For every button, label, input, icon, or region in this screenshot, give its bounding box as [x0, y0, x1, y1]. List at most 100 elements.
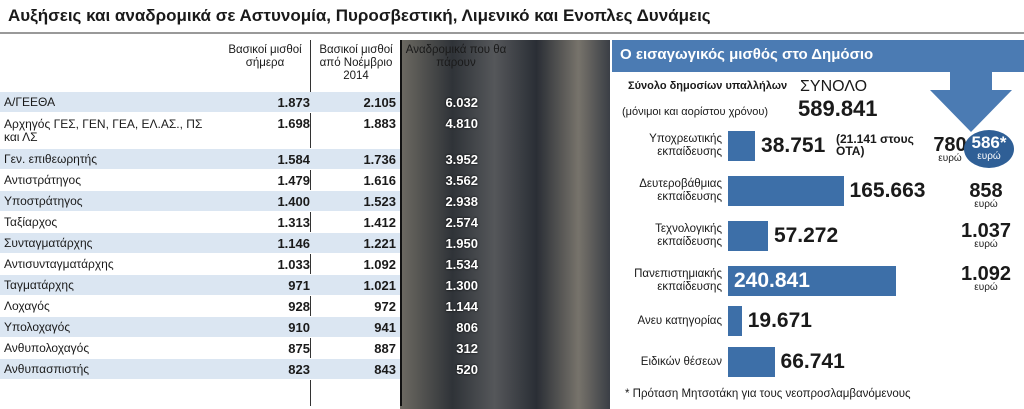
- table-value: 1.479: [277, 173, 310, 188]
- bar: [728, 176, 844, 206]
- table-value: 1.033: [277, 257, 310, 272]
- rank-name: Υπολοχαγός: [4, 320, 71, 334]
- bar: [728, 347, 775, 377]
- rank-name: Αντιστράτηγος: [4, 173, 81, 187]
- column-divider: [310, 40, 311, 406]
- table-value: 887: [374, 341, 396, 356]
- total-value: 589.841: [798, 96, 878, 121]
- salary: 858 ευρώ: [958, 180, 1014, 210]
- footnote: * Πρόταση Μητσοτάκη για τους νεοπροσλαμβ…: [625, 388, 911, 400]
- column-header: Βασικοί μισθοί από Νοέμβριο 2014: [319, 44, 393, 82]
- salary-value: 1.092: [960, 263, 1012, 285]
- value-label: 57.272: [773, 224, 839, 247]
- row-rule: [0, 211, 400, 212]
- rank-name: Ταξίαρχος: [4, 215, 58, 229]
- table-value: 520: [456, 362, 478, 377]
- table-value: 312: [456, 341, 478, 356]
- value-label: 38.751: [761, 134, 826, 157]
- total-note: (μόνιμοι και αορίστου χρόνου): [622, 106, 769, 118]
- table-value: 1.616: [363, 173, 396, 188]
- rank-name: Υποστράτηγος: [4, 194, 83, 208]
- table-value: 1.873: [277, 95, 310, 110]
- rank-name: Ταγματάρχης: [4, 278, 74, 292]
- title-rule: [0, 32, 1024, 34]
- table-value: 3.562: [445, 173, 478, 188]
- category-label: Ανευ κατηγορίας: [637, 314, 722, 327]
- bar: [728, 306, 742, 336]
- rank-name: Συνταγματάρχης: [4, 236, 93, 250]
- rank-name: Ανθυπολοχαγός: [4, 341, 90, 355]
- row-rule: [0, 112, 400, 113]
- row-rule: [0, 358, 400, 359]
- row-rule: [0, 274, 400, 275]
- salary: 780 ευρώ: [922, 135, 978, 164]
- category-label: Τεχνολογικής εκπαίδευσης: [655, 223, 722, 248]
- table-value: 972: [374, 299, 396, 314]
- row-rule: [0, 190, 400, 191]
- table-value: 1.950: [445, 236, 478, 251]
- table-value: 843: [374, 362, 396, 377]
- row-stripe: [0, 92, 400, 113]
- table-value: 1.584: [277, 152, 310, 167]
- annotation: (21.141 στους ΟΤΑ): [836, 132, 914, 158]
- row-stripe: [0, 191, 400, 212]
- rank-name: Γεν. επιθεωρητής: [4, 152, 98, 166]
- salary-unit: ευρώ: [938, 153, 962, 164]
- row-rule: [0, 295, 400, 296]
- table-value: 2.574: [445, 215, 478, 230]
- salary: 1.037 ευρώ: [958, 220, 1014, 250]
- value-label: 66.741: [780, 350, 845, 373]
- rank-name: Α/ΓΕΕΘΑ: [4, 95, 56, 109]
- row-rule: [0, 253, 400, 254]
- row-stripe: [0, 275, 400, 296]
- bar: [728, 266, 896, 296]
- salary-value: 586*: [971, 133, 1007, 152]
- arrow-shape: [930, 40, 1012, 132]
- column-header: Αναδρομικά που θα πάρουν: [405, 44, 507, 69]
- table-value: 6.032: [445, 95, 478, 110]
- row-rule: [0, 337, 400, 338]
- salary-value: 1.037: [960, 220, 1012, 242]
- table-value: 1.300: [445, 278, 478, 293]
- table-value: 2.938: [445, 194, 478, 209]
- row-stripe: [0, 233, 400, 254]
- salary-unit: ευρώ: [974, 282, 998, 293]
- table-value: 1.021: [363, 278, 396, 293]
- table-value: 4.810: [445, 116, 478, 131]
- rank-name: Λοχαγός: [4, 299, 50, 313]
- table-value: 1.736: [363, 152, 396, 167]
- chart-title: Ο εισαγωγικός μισθός στο Δημόσιο: [620, 46, 874, 63]
- column-divider: [400, 40, 402, 406]
- salary-value: 858: [969, 180, 1003, 202]
- value-label: 19.671: [747, 309, 812, 332]
- bar: [728, 221, 768, 251]
- rank-name: Ανθυπασπιστής: [4, 362, 90, 376]
- arrow: [930, 40, 1012, 132]
- table-value: 1.400: [277, 194, 310, 209]
- row-stripe: [0, 149, 400, 170]
- rank-name: Αντισυνταγματάρχης: [4, 257, 114, 271]
- table-value: 1.221: [363, 236, 396, 251]
- table-value: 1.412: [363, 215, 396, 230]
- row-rule: [0, 379, 400, 380]
- table-value: 806: [456, 320, 478, 335]
- row-stripe: [0, 359, 400, 380]
- salary-unit: ευρώ: [974, 239, 998, 250]
- category-label: Δευτεροβάθμιας εκπαίδευσης: [639, 178, 722, 203]
- value-label: 240.841: [734, 269, 810, 292]
- category-label: Υποχρεωτικής εκπαίδευσης: [649, 133, 722, 158]
- row-rule: [0, 148, 400, 149]
- column-header: Βασικοί μισθοί σήμερα: [228, 44, 302, 69]
- salary: 586* ευρώ: [968, 134, 1010, 162]
- category-label: Πανεπιστημιακής εκπαίδευσης: [634, 268, 722, 293]
- row-rule: [0, 169, 400, 170]
- table-value: 928: [288, 299, 310, 314]
- table-value: 1.146: [277, 236, 310, 251]
- category-label: Ειδικών θέσεων: [640, 355, 722, 368]
- table-value: 1.698: [277, 116, 310, 131]
- salary-unit: ευρώ: [974, 199, 998, 210]
- salary: 1.092 ευρώ: [958, 263, 1014, 293]
- table-value: 1.534: [445, 257, 478, 272]
- rank-name: Αρχηγός ΓΕΣ, ΓΕΝ, ΓΕΑ, ΕΛ.ΑΣ., ΠΣ και ΛΣ: [4, 117, 203, 144]
